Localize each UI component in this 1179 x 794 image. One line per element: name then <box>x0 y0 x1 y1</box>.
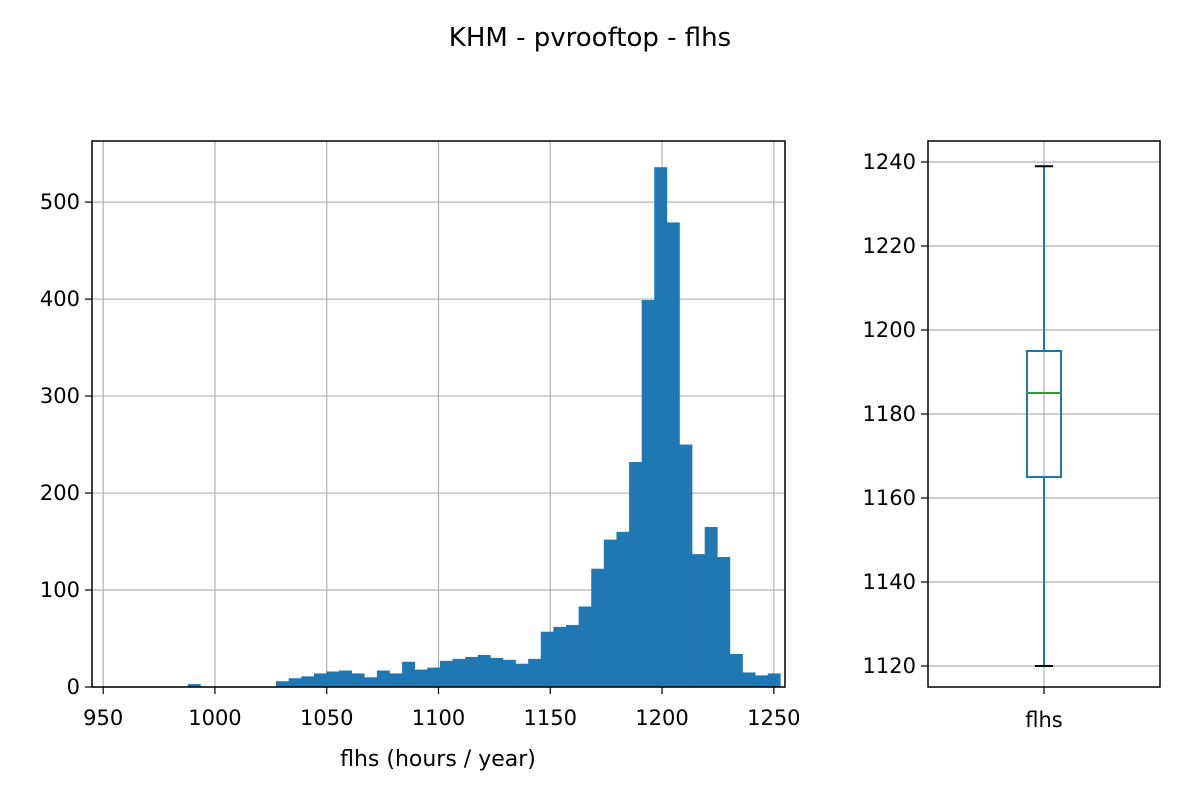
histogram-bar <box>767 673 781 687</box>
boxplot-y-tick-label: 1200 <box>863 318 916 342</box>
histogram-y-tick-label: 0 <box>67 675 80 699</box>
histogram-bar <box>414 669 428 687</box>
boxplot-panel: 1120 1140 1160 1180 1200 1220 1240 flhs <box>863 140 1161 732</box>
histogram-bar <box>603 539 617 687</box>
histogram-bar <box>515 663 529 687</box>
boxplot-y-ticks: 1120 1140 1160 1180 1200 1220 1240 <box>863 150 928 678</box>
histogram-y-ticks: 0 100 200 300 400 500 <box>40 190 92 699</box>
histogram-bar <box>540 631 554 687</box>
histogram-bar <box>402 661 416 687</box>
histogram-bar <box>187 684 201 687</box>
histogram-bar <box>566 624 579 687</box>
histogram-bar <box>276 681 289 687</box>
histogram-bar <box>351 673 365 687</box>
histogram-x-axis-label: flhs (hours / year) <box>340 747 536 772</box>
histogram-bar <box>591 568 605 687</box>
histogram-x-tick-label: 1000 <box>188 706 241 730</box>
histogram-bar <box>288 678 302 687</box>
histogram-bar <box>301 676 315 687</box>
histogram-bar <box>490 657 504 687</box>
boxplot-y-tick-label: 1180 <box>863 402 916 426</box>
histogram-bar <box>616 531 630 687</box>
histogram-bar <box>704 526 718 687</box>
histogram-x-tick-label: 1150 <box>524 706 577 730</box>
histogram-bar <box>339 670 352 687</box>
histogram-bar <box>641 300 655 687</box>
boxplot-y-tick-label: 1220 <box>863 234 916 258</box>
boxplot-y-tick-label: 1140 <box>863 570 916 594</box>
chart-title: KHM - pvrooftop - flhs <box>449 23 731 53</box>
boxplot-y-tick-label: 1240 <box>863 150 916 174</box>
histogram-x-tick-label: 1100 <box>412 706 465 730</box>
boxplot-marks <box>1026 165 1062 667</box>
histogram-bar <box>717 557 731 687</box>
histogram-panel: 950 1000 1050 1100 1150 1200 1250 0 100 200 300 40… <box>40 140 801 772</box>
histogram-bar <box>439 660 453 687</box>
histogram-x-tick-label: 1200 <box>635 706 688 730</box>
histogram-frame <box>91 140 786 688</box>
histogram-bar <box>679 444 693 687</box>
histogram-bar <box>477 654 491 687</box>
histogram-x-tick-label: 950 <box>83 706 123 730</box>
histogram-bar <box>313 673 327 687</box>
histogram-bars <box>187 167 781 688</box>
histogram-y-tick-label: 200 <box>40 481 80 505</box>
histogram-bar <box>578 606 592 687</box>
histogram-y-tick-label: 300 <box>40 384 80 408</box>
histogram-x-tick-label: 1050 <box>300 706 353 730</box>
boxplot-y-tick-label: 1160 <box>863 486 916 510</box>
boxplot-box <box>1026 350 1062 478</box>
histogram-bar <box>389 673 403 687</box>
boxplot-y-tick-label: 1120 <box>863 654 916 678</box>
histogram-bar <box>553 626 567 687</box>
histogram-bar <box>427 667 441 687</box>
histogram-bar <box>692 554 706 687</box>
histogram-bar <box>376 670 390 687</box>
histogram-bar <box>654 167 668 688</box>
histogram-y-tick-label: 500 <box>40 190 80 214</box>
histogram-bar <box>666 222 680 687</box>
histogram-bar <box>629 462 642 687</box>
histogram-bar <box>452 658 466 687</box>
histogram-bar <box>364 677 378 687</box>
histogram-y-tick-label: 100 <box>40 578 80 602</box>
histogram-bar <box>742 672 756 687</box>
histogram-y-tick-label: 400 <box>40 287 80 311</box>
histogram-bar <box>465 656 479 687</box>
histogram-bar <box>326 671 340 687</box>
histogram-bar <box>528 658 542 687</box>
histogram-bar <box>502 659 516 687</box>
histogram-bar <box>755 675 769 687</box>
boxplot-category-label: flhs <box>1025 708 1062 732</box>
histogram-x-ticks: 950 1000 1050 1100 1150 1200 1250 <box>83 687 801 730</box>
histogram-x-tick-label: 1250 <box>747 706 800 730</box>
histogram-bar <box>729 654 743 687</box>
